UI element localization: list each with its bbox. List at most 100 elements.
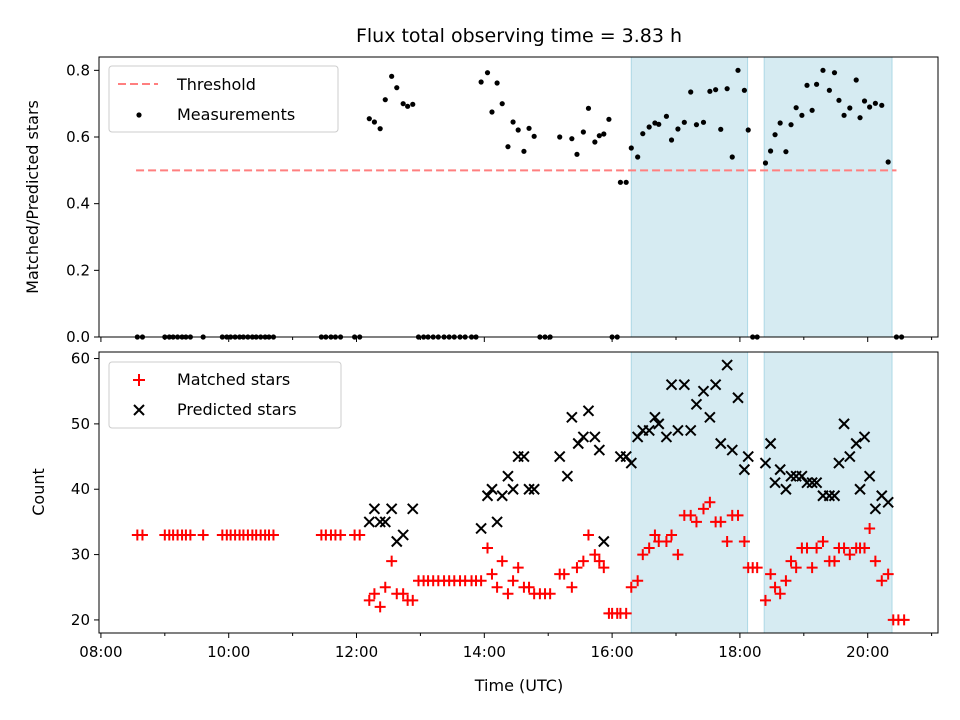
measurement-point [531, 133, 537, 139]
matched-star-point [817, 536, 829, 548]
measurement-point [515, 127, 521, 133]
measurement-point [681, 119, 687, 125]
matched-star-point [558, 568, 570, 580]
bottom-y-tick-label: 40 [71, 480, 90, 498]
predicted-star-point [631, 431, 644, 443]
matched-star-point [732, 509, 744, 521]
measurement-point [826, 87, 832, 93]
predicted-star-point [833, 457, 845, 469]
bottom-y-axis-label: Count [29, 468, 48, 516]
measurement-point [623, 179, 629, 185]
matched-star-point [589, 549, 601, 561]
top-y-tick-label: 0.6 [66, 128, 90, 146]
measurement-point [793, 105, 799, 111]
predicted-star-point [774, 463, 786, 476]
matched-star-point [637, 549, 649, 561]
predicted-star-point [481, 490, 494, 502]
measurement-point [735, 67, 741, 73]
bottom-y-tick-label: 50 [71, 415, 90, 433]
matched-star-point [368, 588, 380, 600]
matched-star-point [864, 522, 876, 534]
matched-star-point [598, 562, 610, 574]
matched-star-point [544, 588, 556, 600]
measurement-point [382, 97, 388, 103]
measurement-point [574, 151, 580, 157]
shaded-interval [630, 56, 749, 338]
matched-star-point [685, 509, 697, 521]
measurement-point [820, 67, 826, 73]
measurement-point [762, 160, 769, 166]
predicted-star-point [374, 516, 386, 528]
predicted-star-point [593, 444, 606, 456]
measurement-point [804, 82, 810, 88]
measurement-point [707, 88, 713, 94]
measurement-point [879, 102, 885, 108]
top-y-tick-label: 0.2 [66, 261, 90, 279]
measurement-point [521, 148, 527, 154]
top-panel: 0.00.20.40.60.8 Matched/Predicted stars … [23, 56, 939, 346]
matched-star-point [811, 542, 823, 554]
measurement-point [389, 73, 395, 79]
predicted-star-point [518, 450, 530, 463]
predicted-star-point [368, 503, 381, 515]
bottom-y-tick-label: 30 [71, 546, 90, 564]
matched-star-point [769, 581, 781, 593]
matched-star-point [780, 575, 792, 587]
measurement-point [557, 134, 563, 140]
matched-star-point [197, 529, 209, 541]
matched-star-point [660, 536, 672, 548]
matched-star-point [577, 555, 589, 567]
predicted-star-point [863, 470, 876, 482]
matched-star-point [374, 601, 386, 613]
predicted-star-point [823, 490, 836, 502]
bottom-shaded-intervals [630, 351, 893, 634]
matched-star-point [523, 581, 535, 593]
matched-star-point [507, 575, 519, 587]
matched-star-point [397, 588, 409, 600]
predicted-star-point [780, 483, 792, 495]
measurement-point [745, 127, 751, 133]
matched-star-point [620, 607, 632, 619]
matched-star-point [496, 555, 508, 567]
matched-star-point [715, 516, 727, 528]
measurement-point [813, 81, 820, 87]
measurement-point [741, 87, 747, 93]
bottom-y-tick-label: 60 [71, 350, 90, 368]
predicted-star-point [554, 450, 566, 463]
measurement-point [675, 126, 681, 132]
predicted-star-point [721, 359, 733, 371]
measurement-point [569, 136, 575, 142]
matched-star-point [751, 562, 763, 574]
top-y-axis-label: Matched/Predicted stars [23, 100, 42, 294]
top-legend-box [108, 65, 339, 133]
matched-star-point [882, 568, 894, 580]
matched-star-point [643, 542, 655, 554]
predicted-star-point [620, 450, 632, 463]
predicted-star-point [709, 378, 722, 391]
predicted-star-point [806, 476, 818, 489]
measurement-point [700, 119, 707, 125]
top-y-ticks: 0.0 0.2 0.4 0.6 0.8 [66, 61, 99, 346]
matched-star-point [876, 575, 888, 587]
measurement-point [400, 101, 406, 107]
bottom-y-ticks: 20 30 40 50 60 [71, 350, 99, 629]
measurement-point [885, 159, 891, 165]
measurement-point [371, 119, 378, 125]
measurement-point [366, 116, 372, 122]
top-legend: Threshold Measurements [108, 65, 339, 133]
predicted-star-point [496, 490, 508, 502]
matched-star-point [697, 503, 709, 515]
matched-star-point [184, 529, 196, 541]
predicted-star-point [690, 398, 703, 410]
matched-star-point [486, 568, 498, 580]
measurement-point [606, 116, 612, 122]
predicted-star-point [507, 483, 519, 495]
matched-star-point [475, 575, 487, 587]
matched-star-point [335, 529, 347, 541]
matched-star-point [491, 581, 503, 593]
predicted-star-point [502, 470, 514, 482]
measurement-point [377, 126, 383, 132]
measurement-point [601, 131, 607, 137]
predicted-star-point [660, 431, 673, 443]
matched-star-point [765, 568, 777, 580]
